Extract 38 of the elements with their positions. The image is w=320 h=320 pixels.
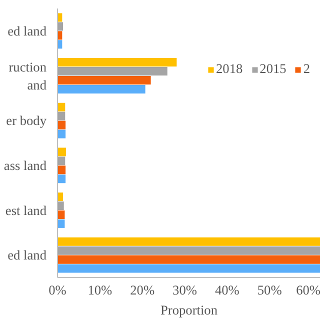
x-tick-label: 0% [48,282,66,298]
bar [58,202,64,210]
bar [58,174,66,184]
bar [58,76,151,84]
bar [58,192,64,202]
bar [58,67,168,76]
x-tick-label: 50% [257,282,282,298]
y-tick-label: ruction and [8,59,47,92]
bar [58,156,66,166]
bar [58,219,65,228]
y-tick-label: ed land [8,248,47,263]
bar [58,237,320,246]
bar [58,166,66,174]
x-tick-label: 40% [214,282,240,298]
bar [58,102,66,112]
bar [58,255,320,264]
bar [58,148,66,156]
legend-label: 2015 [260,61,286,77]
bar [58,22,64,31]
y-tick-label: er body [6,113,47,128]
x-tick-label: 10% [88,282,112,298]
x-tick-label: 20% [130,282,155,298]
bar [58,58,177,67]
y-tick-label: est land [5,202,47,218]
y-tick-label: ass land [4,158,47,173]
legend-label: 2018 [216,61,243,77]
legend-label: 2 [303,61,311,77]
bar [58,120,66,130]
x-axis-title: Proportion [160,302,218,318]
y-tick-label: ed land [8,23,47,38]
bar [58,264,320,273]
x-tick-label: 30% [172,282,197,298]
bar [58,130,66,138]
bar [58,246,320,255]
bar [58,84,146,94]
bar [58,112,66,120]
bar [58,210,65,219]
x-tick-label: 60% [296,282,320,298]
